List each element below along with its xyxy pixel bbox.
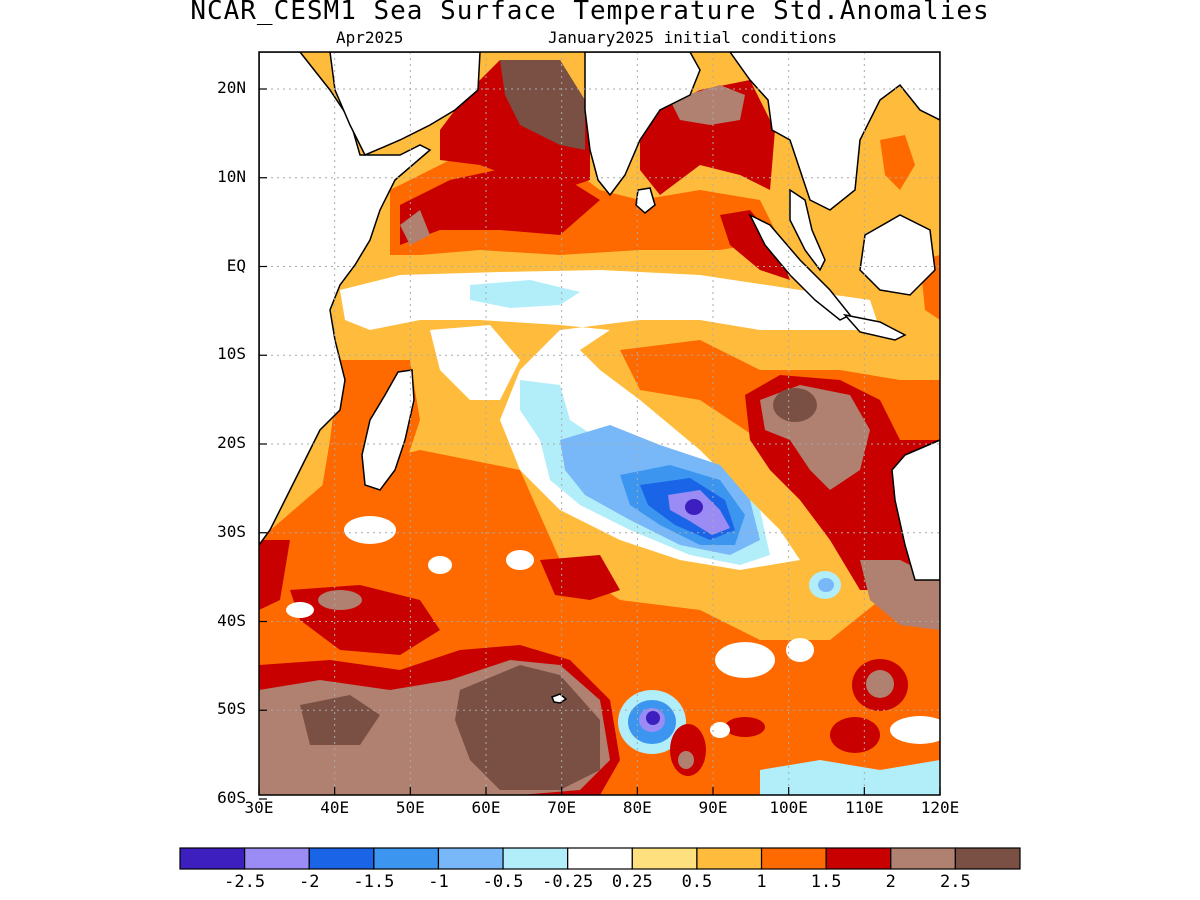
land-india	[584, 52, 701, 197]
lon-label: 30E	[244, 798, 274, 817]
land-australia	[891, 439, 940, 581]
colorbar-swatch	[696, 847, 763, 870]
colorbar-swatch	[890, 847, 956, 870]
anomaly-region-brown	[318, 590, 362, 610]
colorbar-swatch	[631, 847, 698, 870]
land-southeast-asia	[729, 52, 940, 211]
lat-label: 20S	[217, 433, 246, 452]
land-malay-peninsula	[789, 188, 826, 272]
lon-label: 120E	[920, 798, 960, 817]
land-arabia	[329, 52, 481, 156]
land-sri-lanka	[635, 187, 656, 214]
lon-label: 100E	[769, 798, 808, 817]
lon-label: 110E	[845, 798, 884, 817]
anomaly-region-red	[259, 540, 290, 610]
colorbar	[179, 847, 1021, 870]
land-africa	[259, 52, 432, 547]
colorbar-swatch	[179, 847, 246, 870]
anomaly-region-white	[344, 516, 396, 544]
axis-ticks	[258, 88, 941, 800]
colorbar-swatch	[825, 847, 892, 870]
land-sumatra	[748, 213, 852, 321]
initial-conditions: January2025 initial conditions	[548, 28, 837, 47]
lat-label: 40S	[217, 610, 246, 630]
lon-label: 60E	[471, 798, 501, 817]
colorbar-swatch	[373, 847, 440, 870]
land-borneo	[859, 214, 936, 296]
anomaly-region-white	[430, 325, 520, 400]
anomaly-region-brown	[678, 751, 694, 769]
anomaly-region-brown	[300, 695, 380, 745]
anomaly-region-indigo	[646, 711, 660, 725]
colorbar-label: -1.5	[353, 872, 395, 892]
anomaly-region-red	[720, 210, 790, 280]
anomaly-region-light-cyan	[470, 280, 580, 308]
colorbar-label: 0.5	[681, 872, 713, 892]
colorbar-swatch	[954, 847, 1021, 870]
colorbar-label: 2.5	[940, 872, 971, 892]
anomaly-region-orange	[880, 135, 915, 190]
anomaly-region-white	[506, 550, 534, 570]
colorbar-swatch	[308, 847, 375, 870]
colorbar-label: 0.25	[611, 872, 653, 892]
anomaly-region-red	[830, 717, 880, 753]
anomaly-region-white	[286, 602, 314, 618]
colorbar-label: 2	[885, 872, 896, 892]
colorbar-label: -1	[428, 872, 449, 892]
map-title: NCAR_CESM1 Sea Surface Temperature Std.A…	[190, 0, 990, 26]
anomaly-region-white	[715, 642, 775, 678]
colorbar-swatch	[244, 847, 310, 870]
colorbar-label: -2	[298, 872, 320, 892]
anomaly-region-red	[540, 555, 620, 600]
lon-label: 70E	[547, 798, 577, 817]
colorbar-swatch	[760, 847, 827, 870]
anomaly-region-light-cyan	[760, 760, 940, 795]
forecast-month: Apr2025	[336, 28, 404, 47]
colorbar-swatch	[437, 847, 504, 870]
lat-label: EQ	[226, 255, 246, 275]
lat-label: 10S	[217, 344, 246, 364]
anomaly-region-indigo	[685, 499, 703, 515]
lon-label: 80E	[622, 798, 652, 817]
lat-label: 50S	[217, 699, 246, 719]
land-kerguelen	[551, 693, 568, 704]
colorbar-label: 1.5	[810, 872, 842, 892]
anomaly-region-white	[786, 638, 814, 662]
lon-label: 90E	[698, 798, 728, 817]
colorbar-label: -2.5	[224, 872, 266, 892]
grid	[259, 52, 940, 795]
anomaly-region-light-cyan	[818, 578, 834, 592]
lat-label: 10N	[217, 166, 246, 186]
anomaly-region-white	[890, 716, 940, 744]
lat-label: 20N	[217, 78, 246, 97]
anomaly-field	[259, 52, 940, 795]
colorbar-label: -0.25	[542, 872, 594, 892]
colorbar-label: 1	[756, 872, 767, 892]
colorbar-label: -0.5	[482, 872, 524, 892]
lon-label: 40E	[320, 798, 350, 817]
land-java	[842, 313, 907, 341]
anomaly-region-white	[428, 556, 452, 574]
colorbar-swatch	[502, 847, 569, 870]
land-madagascar	[361, 369, 415, 491]
lat-label: 30S	[217, 521, 246, 541]
anomaly-region-brown	[400, 210, 430, 245]
lat-label: 60S	[217, 788, 246, 807]
anomaly-region-brown	[500, 60, 585, 150]
colorbar-swatch	[567, 847, 633, 870]
anomaly-region-brown	[773, 388, 817, 422]
map-frame	[258, 51, 941, 796]
lon-label: 50E	[395, 798, 425, 817]
anomaly-region-brown	[866, 670, 894, 698]
anomaly-region-white	[710, 722, 730, 738]
anomaly-region-red	[725, 717, 765, 737]
